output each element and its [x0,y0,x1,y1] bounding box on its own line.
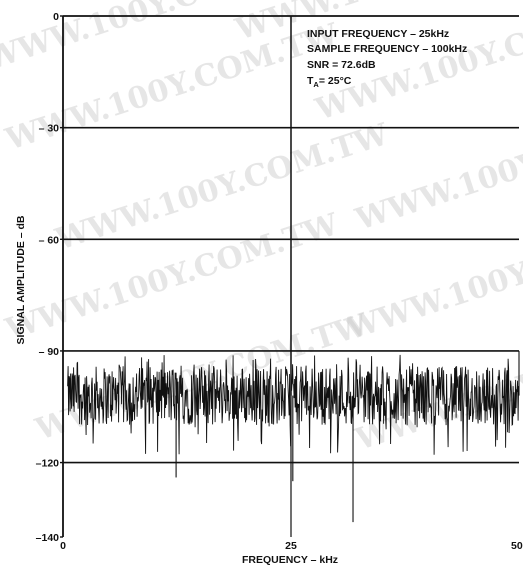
x-tick-label: 25 [285,540,297,552]
y-tick-label: –140 [36,532,60,544]
plot-frame [62,15,519,537]
y-tick-label: 0 [53,11,59,23]
y-tick-label: – 30 [39,123,60,135]
annotation-snr: SNR = 72.6dB [307,59,376,71]
y-axis-label: SIGNAL AMPLITUDE – dB [15,215,27,344]
x-axis-label: FREQUENCY – kHz [242,554,338,566]
y-tick-label: –120 [36,458,60,470]
x-tick-label: 50 [511,540,523,552]
y-tick-label: – 90 [39,346,60,358]
noise-floor [67,354,520,455]
annotation-temp-value: = 25°C [319,75,352,87]
annotation-box: INPUT FREQUENCY – 25kHz SAMPLE FREQUENCY… [307,28,467,89]
watermark-text: WWW.100Y.COM.TW [51,117,394,258]
annotation-temperature: TA= 25°C [307,75,352,89]
annotation-temp-subscript: A [313,80,319,89]
annotation-sample-frequency: SAMPLE FREQUENCY – 100kHz [307,43,467,55]
x-tick-label: 0 [60,540,66,552]
chart-marks [175,16,520,523]
annotation-input-frequency: INPUT FREQUENCY – 25kHz [307,28,449,40]
y-tick-label: – 60 [39,234,60,246]
annotation-temp-symbol: T [307,75,314,87]
noise-trace [67,354,520,455]
